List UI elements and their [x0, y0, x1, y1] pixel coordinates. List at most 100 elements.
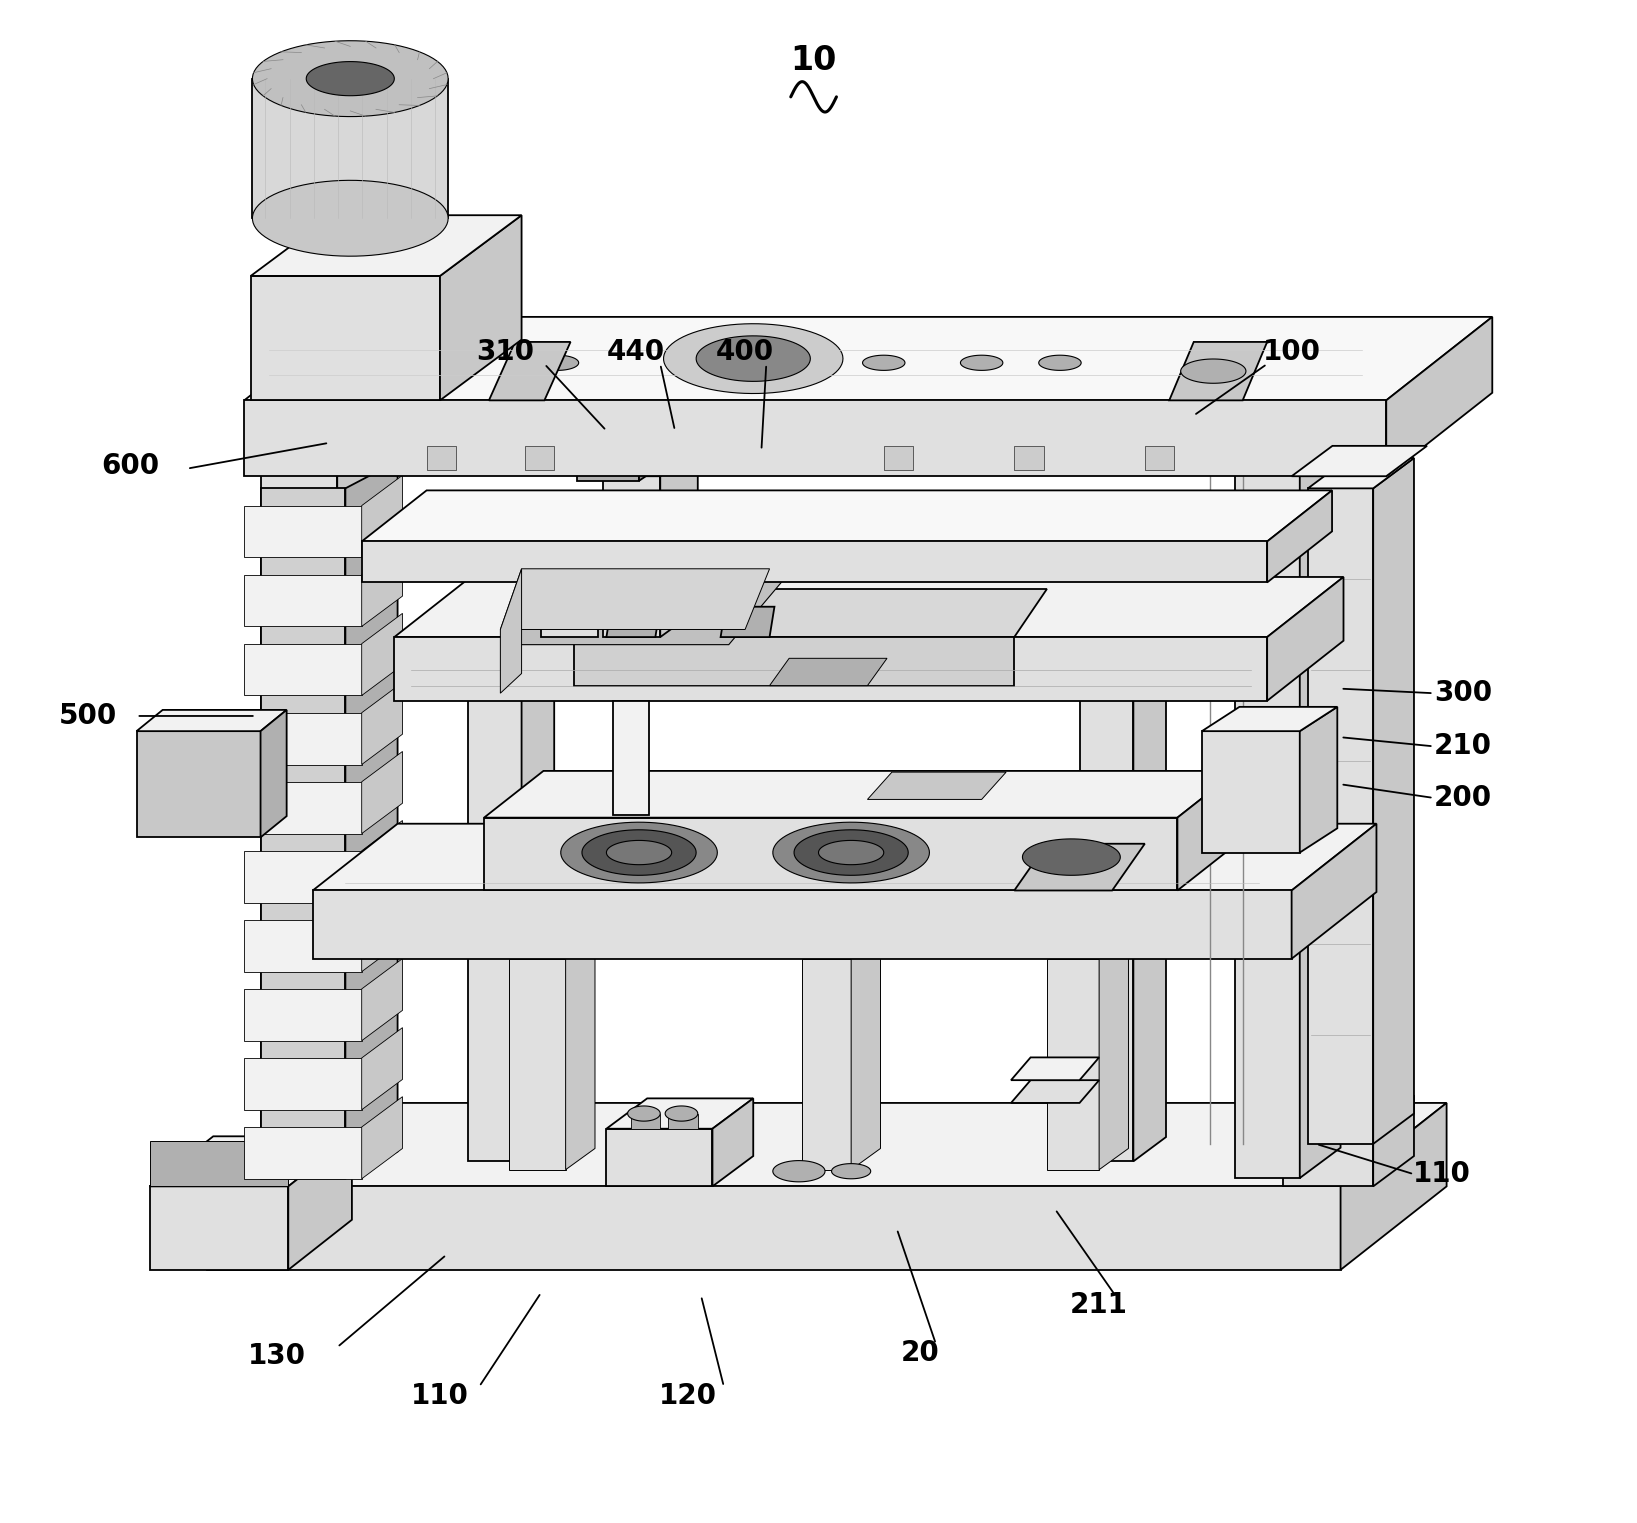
- Polygon shape: [244, 644, 362, 696]
- Polygon shape: [427, 446, 457, 471]
- Polygon shape: [660, 449, 697, 637]
- Polygon shape: [1039, 355, 1080, 370]
- Polygon shape: [542, 570, 625, 591]
- Polygon shape: [345, 461, 398, 1179]
- Text: 10: 10: [791, 44, 837, 78]
- Polygon shape: [362, 544, 403, 626]
- Text: 310: 310: [476, 338, 534, 366]
- Polygon shape: [468, 669, 522, 1162]
- Polygon shape: [773, 1161, 825, 1182]
- Polygon shape: [244, 317, 1493, 401]
- Polygon shape: [244, 851, 362, 903]
- Polygon shape: [1048, 959, 1098, 1170]
- Polygon shape: [252, 79, 449, 218]
- Polygon shape: [663, 324, 843, 393]
- Polygon shape: [1015, 446, 1044, 471]
- Polygon shape: [575, 637, 1015, 685]
- Polygon shape: [1234, 398, 1341, 428]
- Polygon shape: [244, 988, 362, 1040]
- Polygon shape: [362, 682, 403, 765]
- Polygon shape: [362, 614, 403, 696]
- Polygon shape: [485, 818, 1177, 891]
- Polygon shape: [1308, 458, 1414, 489]
- Polygon shape: [313, 824, 1377, 891]
- Polygon shape: [712, 1098, 753, 1186]
- Polygon shape: [525, 446, 555, 471]
- Polygon shape: [501, 568, 522, 693]
- Polygon shape: [668, 1113, 697, 1129]
- Polygon shape: [395, 637, 1267, 701]
- Polygon shape: [244, 1058, 362, 1110]
- Polygon shape: [244, 574, 362, 626]
- Polygon shape: [1169, 343, 1267, 401]
- Polygon shape: [1012, 1057, 1098, 1080]
- Polygon shape: [1373, 458, 1414, 1144]
- Polygon shape: [244, 506, 362, 557]
- Polygon shape: [1292, 446, 1427, 477]
- Polygon shape: [136, 710, 286, 731]
- Polygon shape: [665, 1106, 697, 1121]
- Polygon shape: [606, 1098, 753, 1129]
- Polygon shape: [244, 713, 362, 765]
- Polygon shape: [542, 591, 598, 637]
- Polygon shape: [485, 771, 1238, 818]
- Polygon shape: [440, 215, 522, 401]
- Polygon shape: [206, 1186, 1341, 1270]
- Polygon shape: [638, 437, 668, 481]
- Polygon shape: [1387, 317, 1493, 477]
- Polygon shape: [630, 1113, 660, 1129]
- Polygon shape: [337, 398, 378, 1177]
- Text: 110: 110: [411, 1381, 468, 1410]
- Polygon shape: [489, 343, 571, 401]
- Polygon shape: [561, 822, 717, 883]
- Polygon shape: [851, 938, 881, 1170]
- Polygon shape: [769, 658, 887, 685]
- Polygon shape: [468, 644, 555, 669]
- Polygon shape: [1012, 1080, 1098, 1103]
- Polygon shape: [1373, 1095, 1414, 1186]
- Polygon shape: [606, 1129, 712, 1186]
- Polygon shape: [362, 958, 403, 1040]
- Polygon shape: [1144, 446, 1174, 471]
- Polygon shape: [606, 841, 671, 865]
- Polygon shape: [136, 731, 260, 838]
- Text: 400: 400: [715, 338, 774, 366]
- Polygon shape: [627, 1106, 660, 1121]
- Polygon shape: [306, 61, 395, 96]
- Polygon shape: [149, 1136, 352, 1186]
- Polygon shape: [522, 644, 555, 1162]
- Polygon shape: [602, 477, 660, 637]
- Polygon shape: [1267, 577, 1344, 701]
- Polygon shape: [244, 920, 362, 972]
- Polygon shape: [602, 449, 697, 477]
- Polygon shape: [606, 606, 660, 637]
- Polygon shape: [362, 889, 403, 972]
- Polygon shape: [1292, 824, 1377, 959]
- Polygon shape: [252, 180, 449, 256]
- Polygon shape: [578, 458, 638, 481]
- Polygon shape: [1015, 844, 1144, 891]
- Text: 211: 211: [1071, 1292, 1128, 1319]
- Polygon shape: [583, 830, 696, 876]
- Polygon shape: [1079, 669, 1133, 1162]
- Polygon shape: [362, 542, 1267, 582]
- Polygon shape: [1202, 707, 1337, 731]
- Polygon shape: [252, 41, 449, 117]
- Polygon shape: [260, 489, 345, 1179]
- Polygon shape: [206, 1103, 1447, 1186]
- Polygon shape: [720, 606, 774, 637]
- Polygon shape: [612, 701, 648, 815]
- Polygon shape: [244, 781, 362, 833]
- Polygon shape: [250, 276, 440, 401]
- Text: 300: 300: [1434, 679, 1491, 707]
- Polygon shape: [884, 446, 913, 471]
- Polygon shape: [868, 772, 1007, 800]
- Polygon shape: [395, 577, 1344, 637]
- Polygon shape: [1267, 490, 1333, 582]
- Text: 110: 110: [1413, 1161, 1470, 1188]
- Polygon shape: [1180, 359, 1246, 384]
- Polygon shape: [149, 1186, 288, 1270]
- Polygon shape: [1133, 644, 1166, 1162]
- Text: 120: 120: [660, 1381, 717, 1410]
- Text: 100: 100: [1262, 338, 1321, 366]
